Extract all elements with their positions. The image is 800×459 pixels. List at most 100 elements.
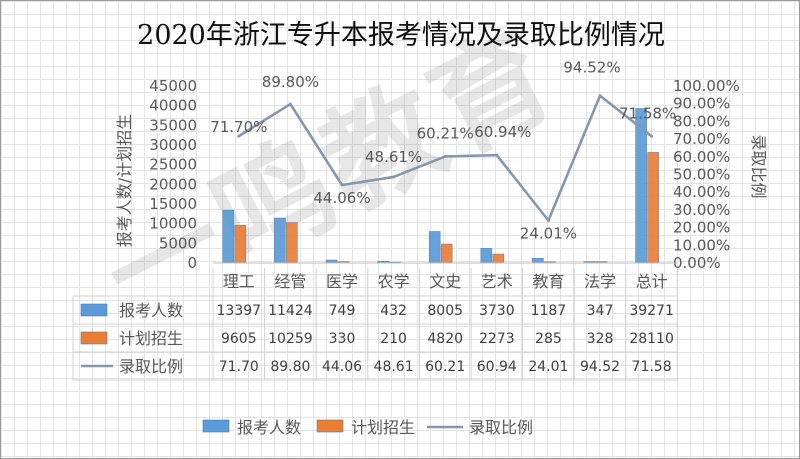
- ratio-data-label: 94.52%: [563, 59, 620, 77]
- x-category-label: 艺术: [481, 272, 513, 291]
- bar-applicants: [532, 258, 544, 264]
- y-left-tick-label: 35000: [149, 116, 197, 134]
- ratio-point: [443, 154, 447, 158]
- table-cell: 89.80: [270, 359, 310, 375]
- y-right-tick-label: 30.00%: [673, 201, 730, 219]
- y-left-tick-label: 15000: [149, 195, 197, 213]
- table-cell: 1187: [531, 303, 567, 319]
- y-right-tick-label: 50.00%: [673, 166, 730, 184]
- table-legend-key: [80, 331, 108, 345]
- y-left-tick-label: 0: [187, 254, 197, 272]
- table-legend-key: [80, 303, 108, 317]
- table-cell: 285: [535, 331, 562, 347]
- table-cell: 347: [587, 303, 614, 319]
- ratio-point: [340, 183, 344, 187]
- y-right-tick-label: 60.00%: [673, 148, 730, 166]
- table-cell: 48.61: [374, 359, 414, 375]
- ratio-data-label: 24.01%: [520, 225, 577, 243]
- legend-label: 录取比例: [469, 418, 533, 437]
- table-cell: 24.01: [528, 359, 568, 375]
- ratio-point: [237, 134, 241, 138]
- table-cell: 3730: [479, 303, 515, 319]
- x-category-label: 经管: [274, 272, 306, 291]
- ratio-point: [598, 94, 602, 98]
- table-row-header: 报考人数: [119, 301, 183, 320]
- table-cell: 328: [587, 331, 614, 347]
- bar-applicants: [222, 210, 235, 264]
- table-cell: 11424: [268, 303, 313, 319]
- bar-planned: [234, 224, 247, 264]
- ratio-data-label: 71.58%: [619, 104, 676, 122]
- table-cell: 10259: [268, 331, 313, 347]
- x-category-label: 医学: [326, 272, 358, 291]
- table-cell: 330: [329, 331, 356, 347]
- ratio-line: [238, 94, 653, 222]
- y-right-tick-label: 10.00%: [673, 236, 730, 254]
- ratio-point: [392, 175, 396, 179]
- y-right-axis-title: 录取比例: [749, 134, 768, 198]
- ratio-data-label: 71.70%: [210, 118, 267, 136]
- bar-planned: [492, 253, 505, 264]
- chart-title: 2020年浙江专升本报考情况及录取比例情况: [137, 20, 665, 51]
- table-cell: 94.52: [580, 359, 620, 375]
- table-cell: 749: [329, 303, 356, 319]
- x-category-label: 法学: [584, 272, 616, 291]
- table-row-header: 录取比例: [119, 357, 183, 376]
- bar-planned: [647, 152, 659, 264]
- y-left-tick-label: 30000: [149, 136, 197, 154]
- ratio-point: [495, 153, 499, 157]
- table-cell: 13397: [217, 303, 262, 319]
- bar-planned: [440, 243, 453, 264]
- y-left-tick-label: 5000: [159, 234, 197, 252]
- x-category-label: 总计: [636, 272, 668, 291]
- table-cell: 44.06: [322, 359, 362, 375]
- ratio-point: [650, 134, 654, 138]
- legend-key: [316, 419, 344, 433]
- table-cell: 210: [380, 331, 407, 347]
- table-cell: 2273: [479, 331, 515, 347]
- table-cell: 432: [380, 303, 407, 319]
- x-category-label: 文史: [429, 272, 461, 291]
- y-left-axis-title: 报考人数/计划招生: [115, 114, 134, 247]
- x-category-label: 教育: [532, 272, 564, 291]
- ratio-data-label: 44.06%: [313, 189, 370, 207]
- bar-applicants: [428, 231, 441, 264]
- y-left-tick-label: 20000: [149, 175, 197, 193]
- y-left-tick-label: 40000: [149, 97, 197, 115]
- y-left-tick-label: 25000: [149, 156, 197, 174]
- bar-planned: [286, 222, 298, 264]
- legend-label: 计划招生: [351, 418, 415, 437]
- x-category-label: 农学: [378, 272, 410, 291]
- y-right-tick-label: 80.00%: [673, 112, 730, 130]
- table-cell: 71.70: [219, 359, 259, 375]
- table-cell: 60.94: [477, 359, 517, 375]
- table-cell: 71.58: [632, 359, 672, 375]
- ratio-data-label: 48.61%: [365, 148, 422, 166]
- y-right-tick-label: 100.00%: [673, 77, 740, 95]
- legend-key: [202, 419, 230, 433]
- table-row-header: 计划招生: [119, 329, 183, 348]
- legend-label: 报考人数: [237, 418, 301, 437]
- table-cell: 39271: [629, 303, 674, 319]
- ratio-point: [546, 219, 550, 223]
- y-left-tick-label: 45000: [149, 77, 197, 95]
- table-cell: 4820: [427, 331, 463, 347]
- x-category-label: 理工: [223, 272, 255, 291]
- ratio-data-label: 60.21%: [417, 124, 474, 142]
- bar-applicants: [274, 217, 286, 264]
- y-right-tick-label: 20.00%: [673, 219, 730, 237]
- bar-applicants: [480, 248, 493, 264]
- table-cell: 8005: [427, 303, 463, 319]
- table-cell: 60.21: [425, 359, 465, 375]
- y-left-tick-label: 10000: [149, 215, 197, 233]
- y-right-tick-label: 40.00%: [673, 183, 730, 201]
- ratio-point: [288, 102, 292, 106]
- table-cell: 28110: [629, 331, 674, 347]
- y-right-tick-label: 0.00%: [673, 254, 721, 272]
- table-cell: 9605: [221, 331, 257, 347]
- ratio-data-label: 89.80%: [262, 73, 319, 91]
- y-right-tick-label: 70.00%: [673, 130, 730, 148]
- ratio-data-label: 60.94%: [474, 123, 531, 141]
